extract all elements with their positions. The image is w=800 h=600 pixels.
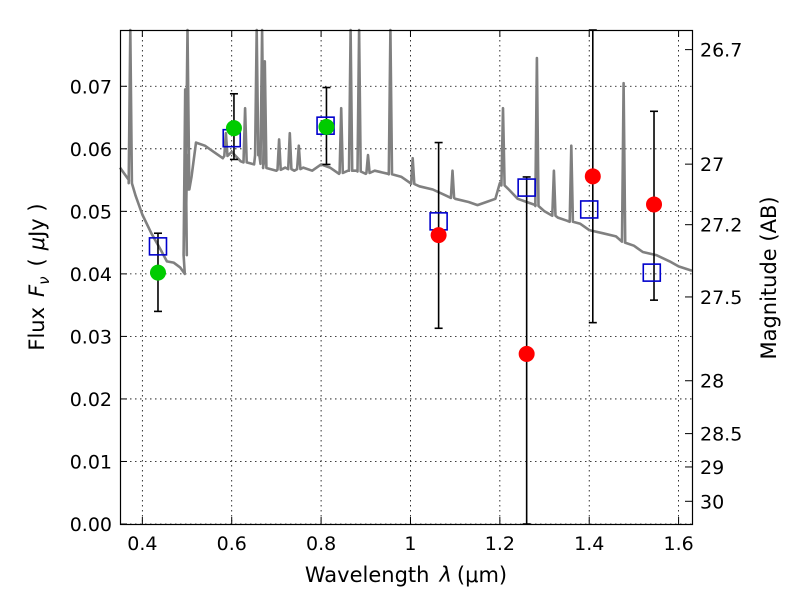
marginal-flux-point bbox=[430, 227, 447, 244]
detected-flux-point bbox=[318, 118, 335, 135]
marginal-flux-point bbox=[518, 345, 535, 362]
x-tick-label: 0.6 bbox=[217, 533, 247, 555]
y-tick-label: 0.01 bbox=[70, 451, 112, 473]
y-tick-label: 0.03 bbox=[70, 326, 112, 348]
y-tick-label: 0.07 bbox=[70, 76, 112, 98]
y2-tick-label: 27 bbox=[700, 154, 724, 176]
y-axis-label: FluxFν(μJy ) bbox=[25, 203, 53, 350]
markers-layer bbox=[148, 116, 663, 362]
y2-axis-label: Magnitude (AB) bbox=[757, 196, 781, 359]
y-tick-label: 0.05 bbox=[70, 201, 112, 223]
x-tick-label: 0.8 bbox=[306, 533, 336, 555]
axis-ticks: 0.4 0.6 0.8 1 1.2 1.4 1.6 0.00 0.01 0.02 0.03 0.04 0… bbox=[70, 30, 742, 555]
detected-flux-point bbox=[149, 264, 166, 281]
model-photometry-square bbox=[579, 200, 599, 219]
marginal-flux-point bbox=[646, 196, 663, 213]
y2-tick-label: 27.2 bbox=[700, 215, 742, 237]
y-tick-label: 0.04 bbox=[70, 264, 112, 286]
model-photometry-square bbox=[642, 263, 662, 282]
detected-flux-point bbox=[225, 120, 242, 137]
grid-lines bbox=[120, 30, 692, 525]
y2-tick-label: 26.7 bbox=[700, 40, 742, 62]
model-spectrum-line bbox=[118, 28, 693, 276]
y2-tick-label: 29 bbox=[700, 457, 724, 479]
y-tick-label: 0.02 bbox=[70, 389, 112, 411]
x-tick-label: 0.4 bbox=[127, 533, 157, 555]
x-tick-label: 1.4 bbox=[574, 533, 604, 555]
y2-tick-label: 30 bbox=[700, 491, 724, 513]
model-spectrum-layer bbox=[118, 28, 693, 276]
model-photometry-square bbox=[148, 237, 168, 256]
x-tick-label: 1.2 bbox=[485, 533, 515, 555]
plot-frame bbox=[119, 29, 694, 526]
y2-tick-label: 27.5 bbox=[700, 287, 742, 309]
x-axis-label: Wavelength λ (μm) bbox=[305, 563, 507, 587]
y-tick-label: 0.00 bbox=[70, 514, 112, 536]
y2-tick-label: 28.5 bbox=[700, 424, 742, 446]
x-tick-label: 1.6 bbox=[663, 533, 693, 555]
y2-tick-label: 28 bbox=[700, 371, 724, 393]
marginal-flux-point bbox=[584, 168, 601, 185]
error-bars-layer bbox=[153, 29, 659, 525]
x-tick-label: 1 bbox=[404, 533, 416, 555]
model-photometry-square bbox=[517, 178, 536, 197]
y-tick-label: 0.06 bbox=[70, 139, 112, 161]
